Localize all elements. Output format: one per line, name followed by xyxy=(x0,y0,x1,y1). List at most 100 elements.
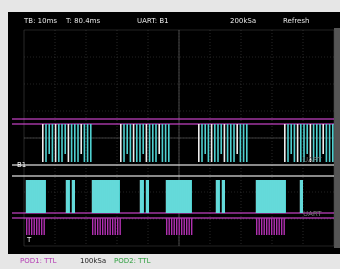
signal-pulse xyxy=(264,218,265,235)
signal-pulse xyxy=(271,218,272,235)
signal-pulse xyxy=(236,124,238,154)
signal-pulse xyxy=(74,124,76,162)
signal-pulse xyxy=(29,218,30,235)
signal-pulse xyxy=(152,124,154,162)
signal-pulse xyxy=(181,218,182,235)
signal-pulse xyxy=(102,218,103,235)
signal-pulse xyxy=(217,124,219,162)
signal-block xyxy=(222,180,225,213)
signal-pulse xyxy=(204,124,206,154)
signal-pulse xyxy=(112,218,113,235)
signal-block xyxy=(300,180,303,213)
oscilloscope-screen: TB: 10ms T: 80.4ms UART: B1 200kSa Refre… xyxy=(0,0,340,269)
signal-pulse xyxy=(136,124,138,162)
signal-pulse xyxy=(61,124,63,162)
signal-pulse xyxy=(326,124,328,162)
signal-pulse xyxy=(284,124,286,162)
signal-pulse xyxy=(77,124,79,162)
signal-pulse xyxy=(87,124,89,162)
signal-pulse xyxy=(107,218,108,235)
uart-upper-label: UART xyxy=(303,156,322,164)
signal-block xyxy=(72,180,75,213)
signal-pulse xyxy=(224,124,226,162)
signal-pulse xyxy=(155,124,157,162)
signal-pulse xyxy=(80,124,82,154)
signal-pulse xyxy=(261,218,262,235)
signal-pulse xyxy=(45,124,47,162)
signal-pulse xyxy=(306,124,308,154)
signal-pulse xyxy=(162,124,164,162)
signal-pulse xyxy=(100,218,101,235)
signal-pulse xyxy=(39,218,40,235)
sample-rate-label: 200kSa xyxy=(230,17,256,25)
signal-pulse xyxy=(332,124,334,162)
signal-pulse xyxy=(297,124,299,162)
signal-pulse xyxy=(243,124,245,162)
signal-pulse xyxy=(158,124,160,154)
signal-pulse xyxy=(139,124,141,162)
signal-pulse xyxy=(220,124,222,154)
signal-pulse xyxy=(117,218,118,235)
signal-pulse xyxy=(165,124,167,162)
signal-pulse xyxy=(259,218,260,235)
pod2-label: POD2: TTL xyxy=(114,257,151,265)
signal-block xyxy=(146,180,149,213)
trigger-marker: T xyxy=(26,236,32,244)
signal-pulse xyxy=(230,124,232,162)
screen-edge xyxy=(334,28,340,248)
trigger-label: T: 80.4ms xyxy=(65,17,100,25)
signal-pulse xyxy=(322,124,324,154)
signal-pulse xyxy=(97,218,98,235)
signal-pulse xyxy=(48,124,50,154)
mode-label: Refresh xyxy=(283,17,309,25)
signal-pulse xyxy=(169,218,170,235)
signal-pulse xyxy=(41,218,42,235)
signal-pulse xyxy=(256,218,257,235)
signal-pulse xyxy=(274,218,275,235)
signal-pulse xyxy=(64,124,66,154)
signal-pulse xyxy=(186,218,187,235)
signal-pulse xyxy=(146,124,148,162)
signal-pulse xyxy=(300,124,302,162)
signal-pulse xyxy=(179,218,180,235)
signal-pulse xyxy=(269,218,270,235)
signal-pulse xyxy=(189,218,190,235)
signal-pulse xyxy=(31,218,32,235)
signal-pulse xyxy=(208,124,210,162)
signal-pulse xyxy=(246,124,248,162)
signal-pulse xyxy=(290,124,292,154)
signal-pulse xyxy=(284,218,285,235)
signal-pulse xyxy=(171,218,172,235)
signal-pulse xyxy=(240,124,242,162)
signal-pulse xyxy=(168,124,170,162)
signal-pulse xyxy=(115,218,116,235)
signal-pulse xyxy=(55,124,57,162)
signal-pulse xyxy=(130,124,132,162)
signal-pulse xyxy=(133,124,135,162)
signal-pulse xyxy=(279,218,280,235)
uart-lower-label: UART xyxy=(303,210,322,218)
signal-pulse xyxy=(126,124,128,154)
signal-pulse xyxy=(227,124,229,162)
signal-pulse xyxy=(281,218,282,235)
signal-pulse xyxy=(214,124,216,162)
signal-pulse xyxy=(174,218,175,235)
signal-pulse xyxy=(166,218,167,235)
signal-pulse xyxy=(191,218,192,235)
signal-pulse xyxy=(266,218,267,235)
signal-pulse xyxy=(120,218,121,235)
signal-pulse xyxy=(44,218,45,235)
signal-pulse xyxy=(52,124,54,162)
signal-pulse xyxy=(276,218,277,235)
signal-pulse xyxy=(184,218,185,235)
signal-pulse xyxy=(211,124,213,162)
signal-pulse xyxy=(198,124,200,162)
signal-pulse xyxy=(71,124,73,162)
signal-pulse xyxy=(149,124,151,162)
signal-pulse xyxy=(110,218,111,235)
signal-pulse xyxy=(176,218,177,235)
signal-pulse xyxy=(34,218,35,235)
signal-pulse xyxy=(58,124,60,162)
signal-pulse xyxy=(120,124,122,162)
signal-pulse xyxy=(123,124,125,162)
